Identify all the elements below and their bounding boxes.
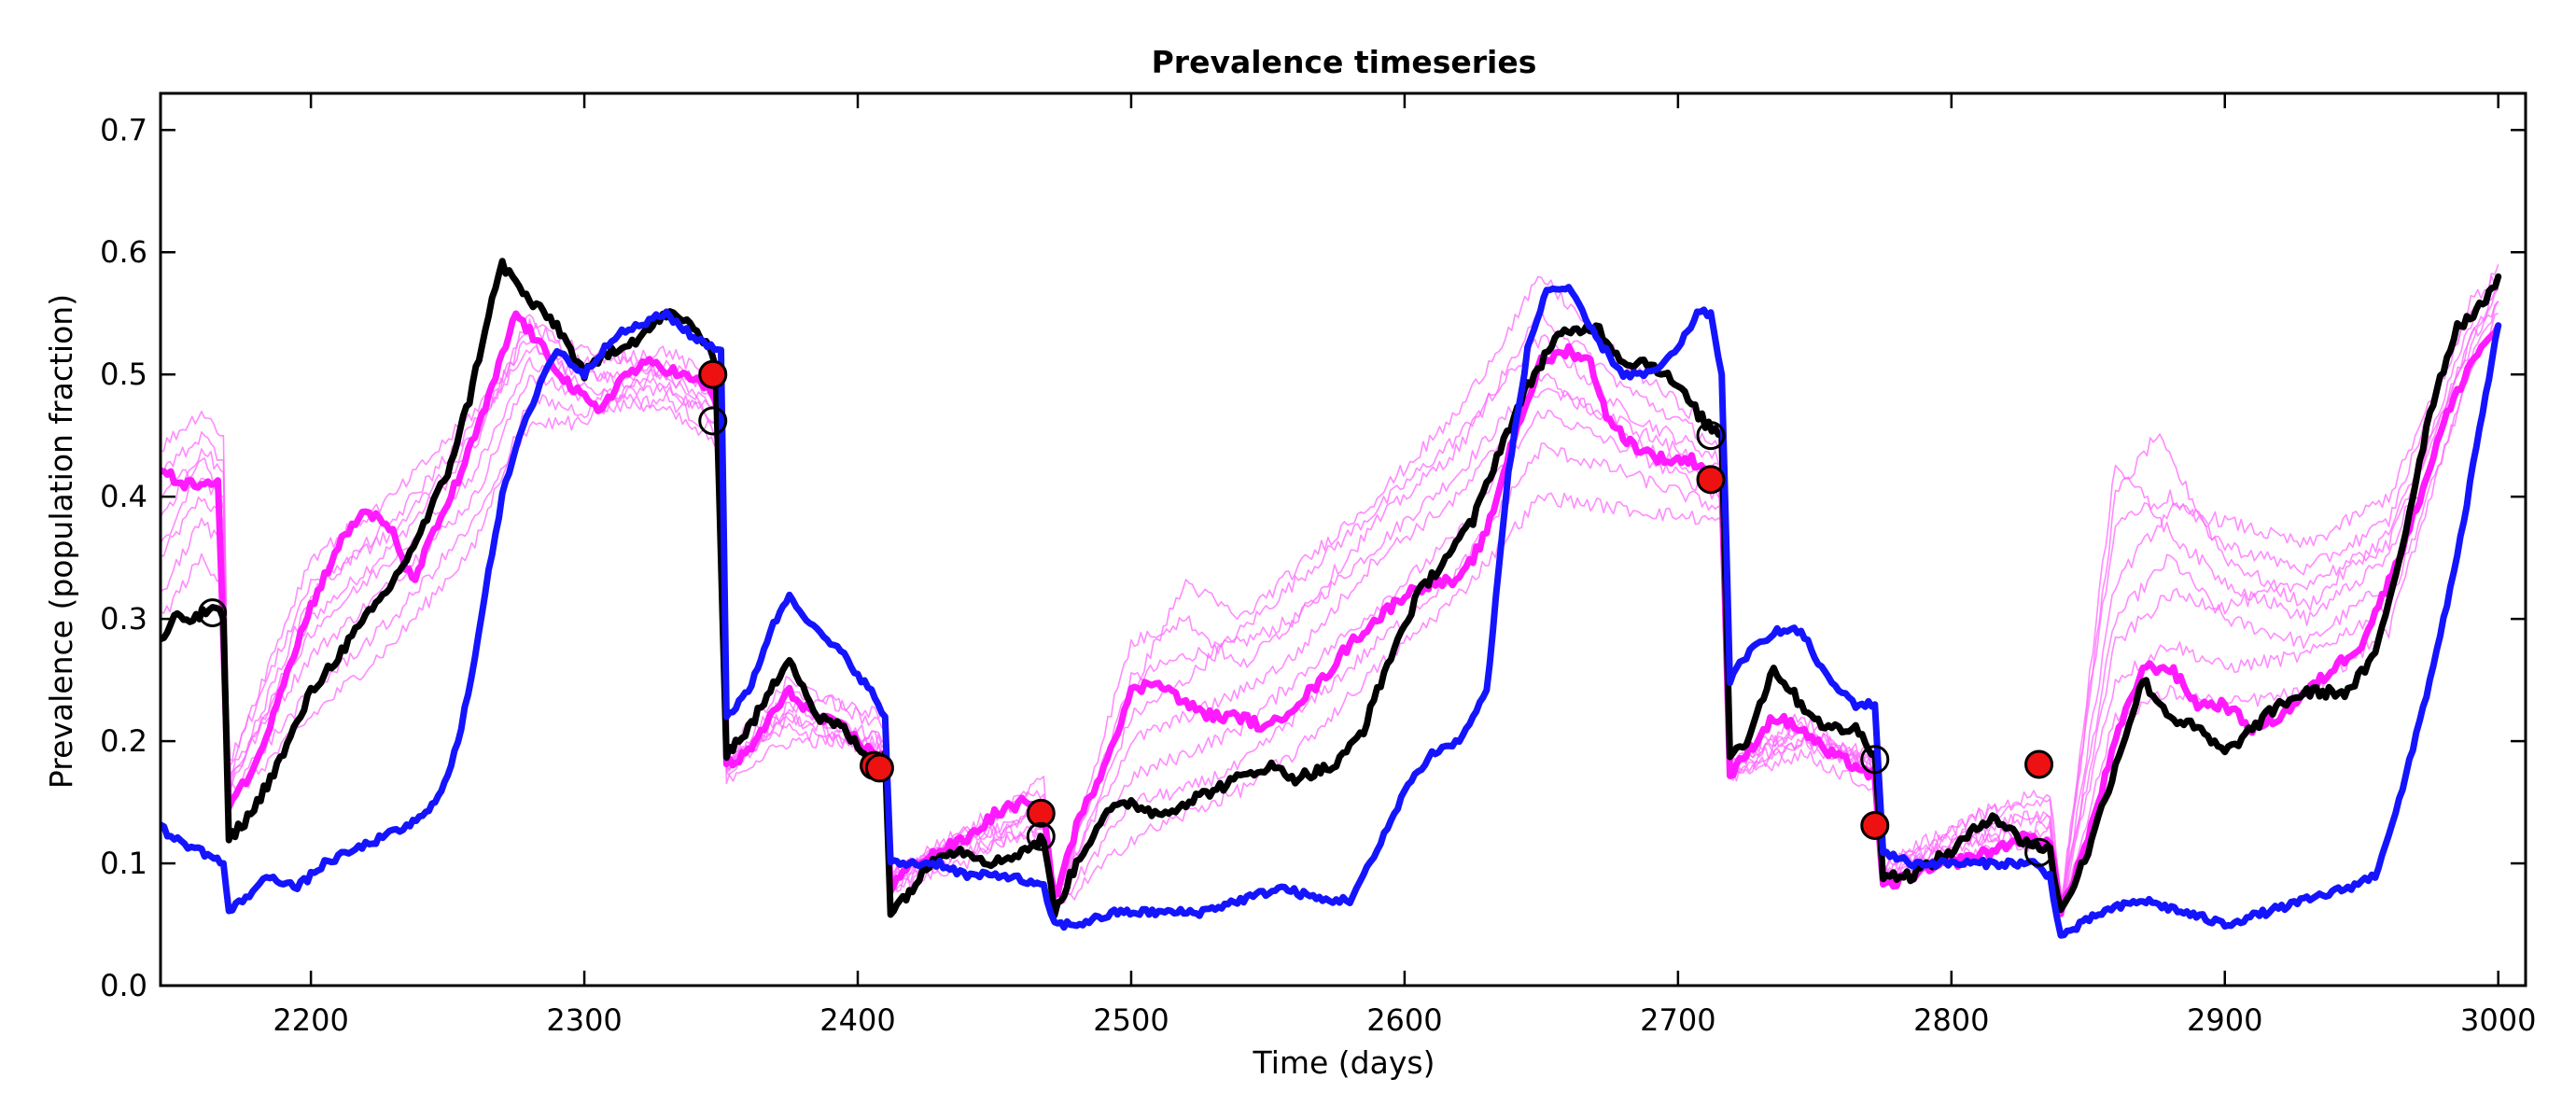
chart-title: Prevalence timeseries — [1152, 44, 1537, 80]
plot-area — [161, 258, 2502, 939]
x-tick-label: 3000 — [2460, 1002, 2536, 1038]
filled-marker-10 — [1696, 465, 1726, 495]
x-tick-label: 2700 — [1640, 1002, 1715, 1038]
x-tick-label: 2300 — [546, 1002, 622, 1038]
ensemble-line-4 — [161, 287, 2499, 917]
ensemble-line-2 — [161, 276, 2499, 915]
x-tick-label: 2200 — [273, 1002, 348, 1038]
filled-marker-13 — [2024, 749, 2054, 779]
axes: 2200 2300 2400 2500 2600 2700 2800 2900 3000 0.0 0… — [100, 93, 2536, 1038]
series-line-magenta-bold — [161, 310, 2502, 917]
filled-marker-2 — [698, 359, 728, 389]
open-marker-1 — [198, 598, 228, 628]
ensemble-line-3 — [161, 312, 2499, 898]
open-marker-8 — [1026, 821, 1056, 851]
ensemble-line-8 — [161, 275, 2499, 911]
x-tick-label: 2600 — [1366, 1002, 1442, 1038]
filled-marker-12 — [1860, 810, 1890, 840]
filled-marker-6 — [864, 753, 894, 783]
ensemble-line-6 — [161, 274, 2499, 903]
y-tick-label: 0.5 — [100, 357, 147, 392]
x-tick-label: 2900 — [2187, 1002, 2262, 1038]
series-line-blue-bold — [161, 284, 2502, 939]
series-line-black-bold — [161, 258, 2502, 918]
open-marker-3 — [698, 406, 728, 436]
x-tick-label: 2500 — [1093, 1002, 1169, 1038]
x-axis-label: Time (days) — [1253, 1044, 1435, 1081]
x-tick-label: 2400 — [819, 1002, 895, 1038]
y-tick-label: 0.0 — [100, 968, 147, 1003]
open-marker-9 — [1696, 421, 1726, 451]
y-tick-label: 0.4 — [100, 479, 147, 514]
y-tick-label: 0.6 — [100, 234, 147, 270]
ensemble-line-1 — [161, 301, 2499, 915]
y-tick-label: 0.3 — [100, 601, 147, 637]
y-tick-label: 0.1 — [100, 846, 147, 881]
plot-frame — [159, 91, 2527, 987]
y-axis-label: Prevalence (population fraction) — [43, 294, 79, 789]
open-marker-11 — [1860, 745, 1890, 775]
series-group — [161, 258, 2502, 939]
x-tick-label: 2800 — [1913, 1002, 1989, 1038]
ensemble-line-7 — [161, 301, 2499, 917]
open-marker-14 — [2024, 837, 2054, 867]
y-tick-label: 0.7 — [100, 112, 147, 147]
filled-marker-7 — [1026, 798, 1056, 828]
y-tick-label: 0.2 — [100, 723, 147, 759]
